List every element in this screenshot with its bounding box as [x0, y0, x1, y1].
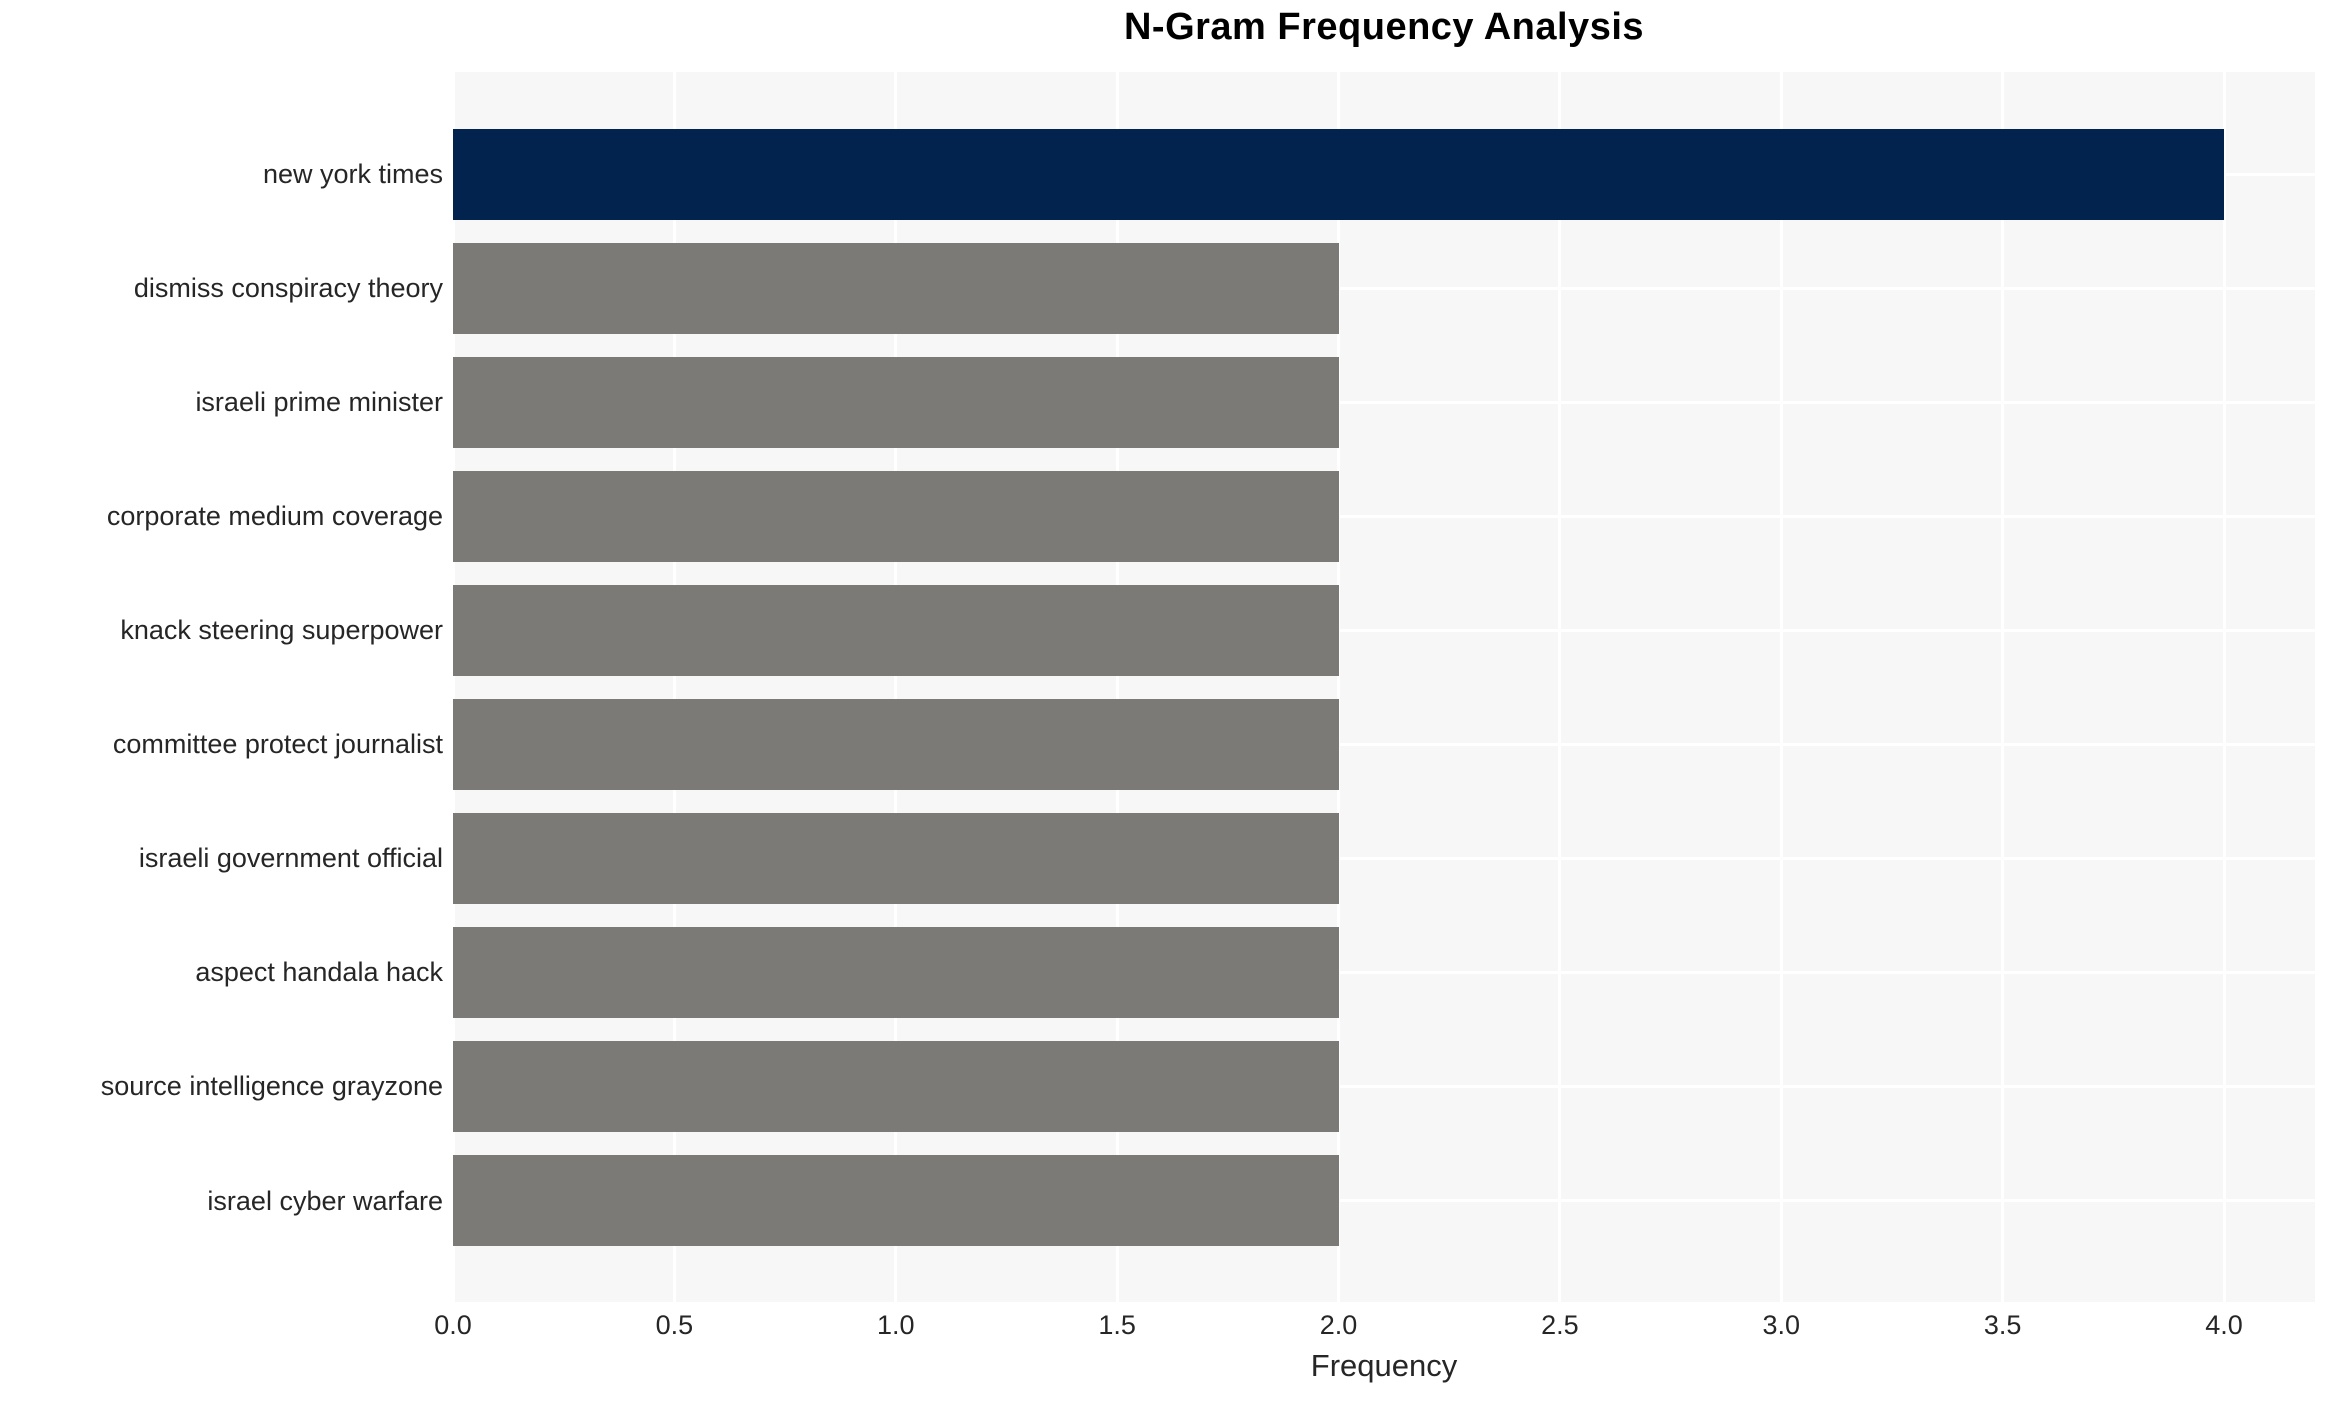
y-tick-label-source-intelligence-grayzone: source intelligence grayzone — [100, 1071, 443, 1102]
horizontal-gridline — [453, 514, 2315, 518]
x-tick-label-3.5: 3.5 — [1983, 1310, 2022, 1340]
bar-israeli-prime-minister — [453, 356, 1339, 448]
bar-israel-cyber-warfare — [453, 1155, 1339, 1247]
bar-committee-protect-journalist — [453, 698, 1339, 790]
bar-aspect-handala-hack — [453, 926, 1339, 1018]
bar-source-intelligence-grayzone — [453, 1040, 1339, 1132]
vertical-gridline — [672, 72, 676, 1302]
bar-israeli-government-official — [453, 812, 1339, 904]
bar-knack-steering-superpower — [453, 584, 1339, 676]
horizontal-gridline — [453, 856, 2315, 860]
vertical-gridline — [1337, 72, 1340, 1302]
vertical-gridline — [2222, 72, 2226, 1302]
bar-new-york-times — [453, 128, 2224, 220]
vertical-gridline — [2001, 72, 2005, 1302]
plot-area — [453, 72, 2315, 1302]
x-tick-label-1.5: 1.5 — [1098, 1310, 1136, 1340]
horizontal-gridline — [453, 1199, 2315, 1203]
horizontal-gridline — [453, 1084, 2315, 1088]
y-tick-label-aspect-handala-hack: aspect handala hack — [195, 957, 443, 988]
vertical-gridline — [1115, 72, 1119, 1302]
horizontal-gridline — [453, 742, 2315, 746]
y-tick-label-committee-protect-journalist: committee protect journalist — [112, 729, 443, 760]
x-tick-label-4.0: 4.0 — [2205, 1310, 2243, 1340]
vertical-gridline — [453, 72, 455, 1302]
vertical-gridline — [894, 72, 898, 1302]
y-tick-label-knack-steering-superpower: knack steering superpower — [120, 615, 443, 646]
y-tick-label-dismiss-conspiracy-theory: dismiss conspiracy theory — [133, 273, 443, 304]
y-tick-label-new-york-times: new york times — [262, 159, 443, 189]
y-tick-label-israeli-prime-minister: israeli prime minister — [195, 387, 443, 418]
y-axis-labels: new york times dismiss conspiracy theory i… — [0, 0, 443, 1402]
x-tick-label-2.0: 2.0 — [1319, 1310, 1358, 1340]
horizontal-gridline — [453, 286, 2315, 290]
vertical-gridline — [1779, 72, 1783, 1302]
horizontal-gridline — [453, 628, 2315, 632]
bar-dismiss-conspiracy-theory — [453, 242, 1339, 334]
bar-corporate-medium-coverage — [453, 470, 1339, 562]
x-axis-title: Frequency — [1310, 1348, 1458, 1383]
x-tick-label-0.5: 0.5 — [655, 1310, 694, 1340]
vertical-gridline — [1558, 72, 1562, 1302]
x-tick-label-1.0: 1.0 — [876, 1310, 915, 1340]
horizontal-gridline — [453, 400, 2315, 404]
y-tick-label-israel-cyber-warfare: israel cyber warfare — [207, 1185, 443, 1216]
y-tick-label-corporate-medium-coverage: corporate medium coverage — [106, 501, 443, 532]
x-tick-label-3.0: 3.0 — [1762, 1310, 1801, 1340]
horizontal-gridline — [453, 970, 2315, 974]
y-tick-label-israeli-government-official: israeli government official — [138, 843, 443, 874]
x-tick-label-2.5: 2.5 — [1541, 1310, 1579, 1340]
chart-title: N-Gram Frequency Analysis — [1123, 6, 1645, 48]
